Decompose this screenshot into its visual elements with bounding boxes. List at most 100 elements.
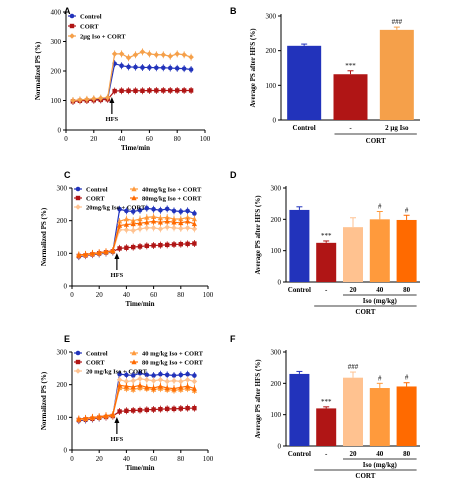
category-label: 20 (350, 450, 358, 458)
data-point (119, 88, 124, 93)
data-point (144, 376, 150, 383)
data-point (185, 218, 191, 224)
data-point (123, 216, 129, 222)
y-tick-label: 0 (64, 447, 68, 455)
bar (333, 74, 368, 120)
data-point (178, 220, 184, 226)
data-point (185, 405, 190, 411)
data-point (125, 54, 132, 61)
data-point (96, 249, 102, 255)
category-label: - (349, 124, 352, 132)
data-point (70, 97, 76, 104)
y-tick-label: 0 (278, 279, 282, 287)
x-tick-label: 40 (123, 291, 131, 299)
bar (343, 227, 363, 282)
data-point (83, 251, 89, 257)
bar (343, 377, 363, 446)
y-tick-label: 300 (271, 185, 282, 193)
data-point (171, 225, 177, 231)
category-label: - (325, 450, 328, 458)
data-point (151, 373, 156, 378)
data-point (139, 49, 146, 55)
bar (379, 29, 414, 120)
data-point (192, 405, 197, 411)
data-point (157, 219, 163, 225)
data-point (137, 370, 143, 376)
data-point (164, 372, 170, 378)
y-axis-label: Average PS after HFS (%) (249, 28, 257, 108)
legend-marker (75, 195, 81, 201)
data-point (123, 378, 130, 385)
data-point (151, 243, 156, 248)
data-point (104, 94, 111, 101)
data-point (117, 222, 123, 228)
data-point (158, 371, 163, 377)
data-point (164, 206, 170, 212)
data-point (185, 214, 191, 220)
data-point (133, 64, 138, 70)
data-point (124, 372, 129, 378)
x-tick-label: 80 (177, 455, 185, 463)
data-point (144, 225, 150, 231)
data-point (146, 51, 153, 57)
y-tick-label: 200 (271, 380, 282, 388)
y-tick-label: 300 (271, 349, 282, 357)
y-axis-label: Normalized PS (%) (40, 371, 48, 430)
data-point (178, 209, 184, 214)
data-point (130, 227, 136, 234)
bar (369, 388, 390, 446)
data-point (191, 216, 197, 222)
hfs-arrow-head (109, 97, 115, 103)
series-0 (70, 60, 194, 105)
data-point (191, 221, 197, 227)
y-tick-label: 300 (57, 185, 68, 193)
bar (396, 219, 417, 282)
data-point (147, 88, 152, 93)
data-point (137, 226, 143, 232)
data-point (154, 65, 159, 71)
data-point (185, 383, 191, 389)
significance-mark: ### (392, 18, 403, 26)
panel-letter: C (64, 170, 71, 180)
x-tick-label: 60 (150, 291, 158, 299)
x-tick-label: 80 (177, 291, 185, 299)
data-point (144, 372, 150, 378)
x-tick-label: 20 (90, 135, 98, 143)
data-point (117, 382, 123, 388)
y-tick-label: 100 (51, 97, 62, 105)
data-point (178, 384, 184, 390)
category-label: Control (288, 286, 311, 294)
data-point (103, 412, 109, 418)
data-point (174, 51, 180, 57)
hfs-label: HFS (111, 436, 124, 443)
category-label: 40 (376, 450, 384, 458)
x-tick-label: 20 (96, 455, 104, 463)
data-point (130, 377, 136, 384)
data-point (178, 406, 183, 411)
legend-label: CORT (86, 196, 105, 203)
data-point (178, 225, 184, 232)
legend-marker (75, 359, 81, 365)
data-point (140, 65, 145, 70)
legend-label: 2μg Iso + CORT (80, 34, 126, 41)
legend-label: 20mg/kg Iso + CORT (86, 205, 146, 212)
x-tick-label: 40 (118, 135, 126, 143)
data-point (178, 241, 183, 247)
data-point (117, 246, 122, 251)
data-point (164, 224, 170, 230)
data-point (161, 65, 166, 71)
data-point (137, 216, 143, 222)
x-axis-label: Time/min (125, 464, 154, 472)
bar (316, 408, 337, 446)
category-label: 80 (403, 286, 411, 294)
y-tick-label: 200 (266, 47, 277, 55)
data-point (91, 95, 97, 102)
legend: Control CORT 20mg/kg Iso + CORT 40mg/kg Iso… (74, 186, 202, 212)
y-axis-label: Normalized PS (%) (34, 41, 42, 100)
data-point (150, 377, 157, 384)
data-point (76, 416, 82, 422)
panel-letter: D (230, 170, 237, 180)
bar (316, 242, 337, 282)
data-point (137, 375, 143, 382)
x-tick-label: 0 (70, 455, 74, 463)
